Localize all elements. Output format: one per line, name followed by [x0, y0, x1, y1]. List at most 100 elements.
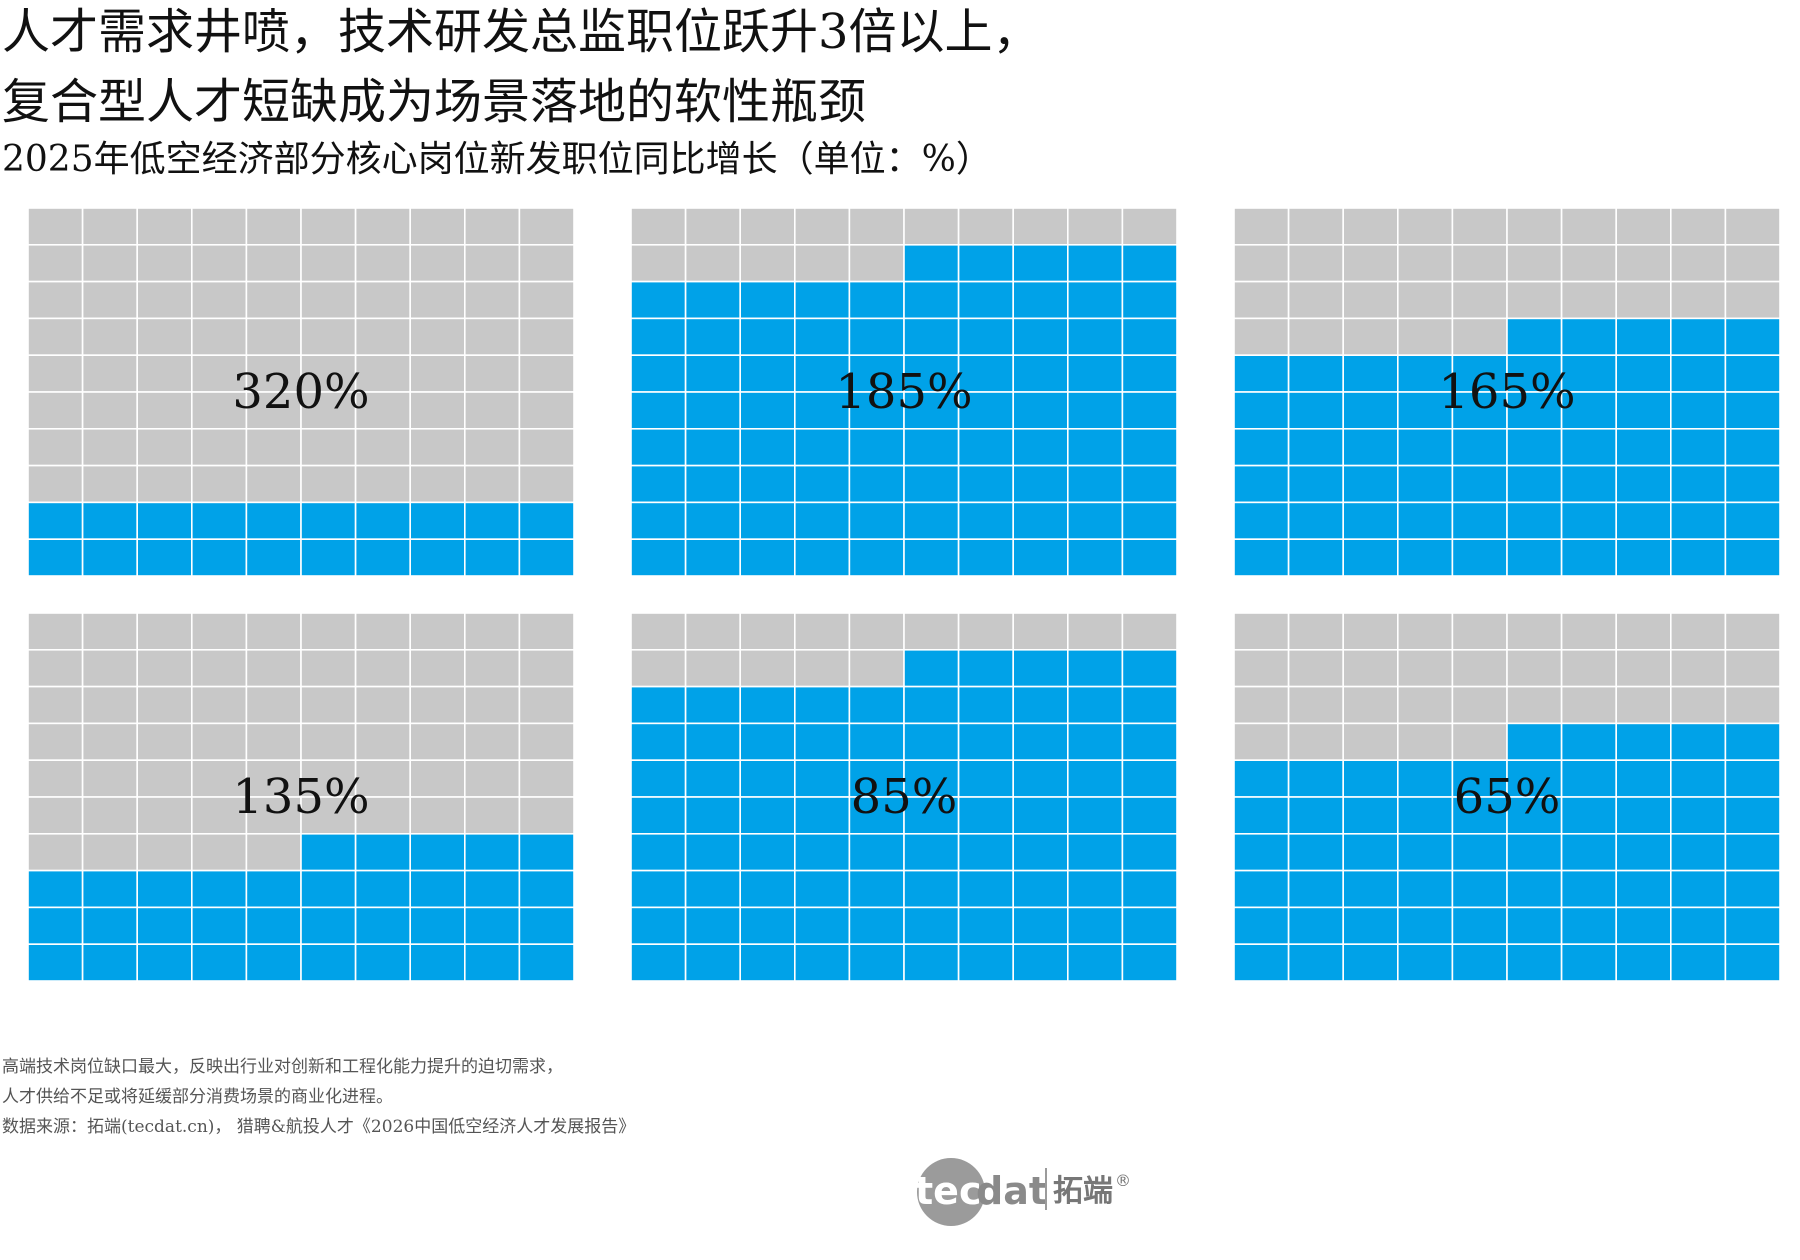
waffle-cell-filled [354, 906, 412, 946]
waffle-cell-filled [1506, 906, 1563, 946]
waffle-cell-empty [136, 317, 193, 356]
waffle-cell-empty [81, 722, 138, 762]
waffle-cell-empty [409, 354, 466, 393]
waffle-cell-filled [1506, 501, 1563, 540]
waffle-cell-empty [630, 612, 687, 651]
waffle-cell-empty [27, 354, 84, 393]
waffle-cell-filled [903, 317, 960, 356]
waffle-cell-filled [957, 244, 1014, 283]
waffle-cell-filled [1560, 943, 1617, 982]
waffle-cell-empty [463, 354, 521, 393]
waffle-cell-filled [1067, 280, 1124, 320]
waffle-cell-filled [1067, 943, 1124, 982]
waffle-cell-empty [518, 280, 575, 320]
waffle-cell-filled [793, 796, 851, 835]
waffle-cell-empty [903, 207, 960, 246]
waffle-cell-empty [630, 244, 687, 283]
waffle-cell-filled [1506, 869, 1563, 909]
waffle-cell-filled [1397, 538, 1454, 577]
waffle-cell-empty [518, 427, 575, 467]
waffle-cell-empty [300, 427, 357, 467]
waffle-cell-filled [903, 685, 960, 725]
tecdat-logo: tec dat 拓端 ® [915, 1158, 1131, 1226]
waffle-cell-filled [739, 796, 796, 835]
waffle-cell-filled [739, 464, 796, 504]
waffle-cell-empty [354, 648, 412, 688]
waffle-cell-empty [245, 612, 302, 651]
waffle-cell-filled [191, 943, 248, 982]
waffle-cell-filled [1342, 391, 1399, 430]
waffle-cell-filled [1615, 354, 1672, 393]
waffle-cell-filled [684, 464, 741, 504]
waffle-cell-empty [1670, 685, 1727, 725]
waffle-cell-filled [1342, 759, 1399, 798]
waffle-cell-empty [1560, 280, 1617, 320]
waffle-cell-empty [409, 648, 466, 688]
waffle-cell-filled [1067, 391, 1124, 430]
waffle-cell-filled [1670, 317, 1727, 356]
waffle-value-label: 65% [1454, 769, 1561, 825]
waffle-cell-filled [354, 869, 412, 909]
logo-brand-cn: 拓端 [1053, 1174, 1113, 1209]
logo-text-right: dat [976, 1169, 1047, 1213]
waffle-cell-filled [1670, 832, 1727, 872]
waffle-cell-filled [1451, 869, 1508, 909]
waffle-cell-filled [1233, 906, 1290, 946]
waffle-cell-filled [1670, 906, 1727, 946]
waffle-cell-filled [1724, 538, 1781, 577]
waffle-cell-filled [957, 906, 1014, 946]
waffle-cell-empty [1560, 207, 1617, 246]
waffle-cell-empty [518, 796, 575, 835]
waffle-cell-empty [191, 759, 248, 798]
waffle-cell-filled [463, 906, 521, 946]
waffle-cell-empty [1342, 648, 1399, 688]
waffle-cell-filled [684, 759, 741, 798]
waffle-cell-empty [1724, 685, 1781, 725]
waffle-cell-empty [1397, 207, 1454, 246]
waffle-cell-filled [1560, 501, 1617, 540]
waffle-cell-filled [1397, 869, 1454, 909]
waffle-cell-filled [630, 427, 687, 467]
waffle-value-label: 320% [232, 364, 369, 420]
waffle-cell-empty [518, 207, 575, 246]
waffle-cell-filled [300, 943, 357, 982]
waffle-cell-filled [1615, 317, 1672, 356]
waffle-cell-empty [191, 722, 248, 762]
waffle-cell-empty [1506, 612, 1563, 651]
logo-registered-mark: ® [1115, 1171, 1131, 1190]
waffle-cell-empty [27, 317, 84, 356]
waffle-cell-filled [1012, 464, 1069, 504]
waffle-cell-filled [848, 869, 905, 909]
waffle-cell-filled [1067, 906, 1124, 946]
waffle-cell-filled [463, 832, 521, 872]
waffle-cell-filled [684, 427, 741, 467]
waffle-cell-empty [1670, 612, 1727, 651]
waffle-cell-filled [136, 501, 193, 540]
waffle-cell-filled [630, 943, 687, 982]
waffle-cell-filled [1287, 759, 1344, 798]
waffle-cell-empty [136, 354, 193, 393]
waffle-cell-empty [739, 244, 796, 283]
waffle-cell-empty [191, 464, 248, 504]
waffle-cell-empty [1451, 280, 1508, 320]
waffle-cell-filled [684, 354, 741, 393]
waffle-cell-filled [1067, 427, 1124, 467]
waffle-cell-filled [1287, 354, 1344, 393]
waffle-cell-empty [81, 685, 138, 725]
waffle-cell-empty [463, 722, 521, 762]
waffle-cell-empty [1397, 317, 1454, 356]
waffle-cell-empty [793, 244, 851, 283]
waffle-cell-filled [245, 906, 302, 946]
waffle-cell-filled [1342, 501, 1399, 540]
waffle-cell-empty [136, 648, 193, 688]
waffle-cell-filled [739, 869, 796, 909]
waffle-cell-empty [1560, 648, 1617, 688]
waffle-cell-filled [1615, 538, 1672, 577]
waffle-cell-empty [1397, 244, 1454, 283]
waffle-cell-filled [1560, 832, 1617, 872]
waffle-cell-empty [191, 685, 248, 725]
waffle-cell-empty [1121, 612, 1178, 651]
waffle-cell-empty [1451, 685, 1508, 725]
waffle-cell-empty [1342, 207, 1399, 246]
waffle-cell-empty [1615, 648, 1672, 688]
